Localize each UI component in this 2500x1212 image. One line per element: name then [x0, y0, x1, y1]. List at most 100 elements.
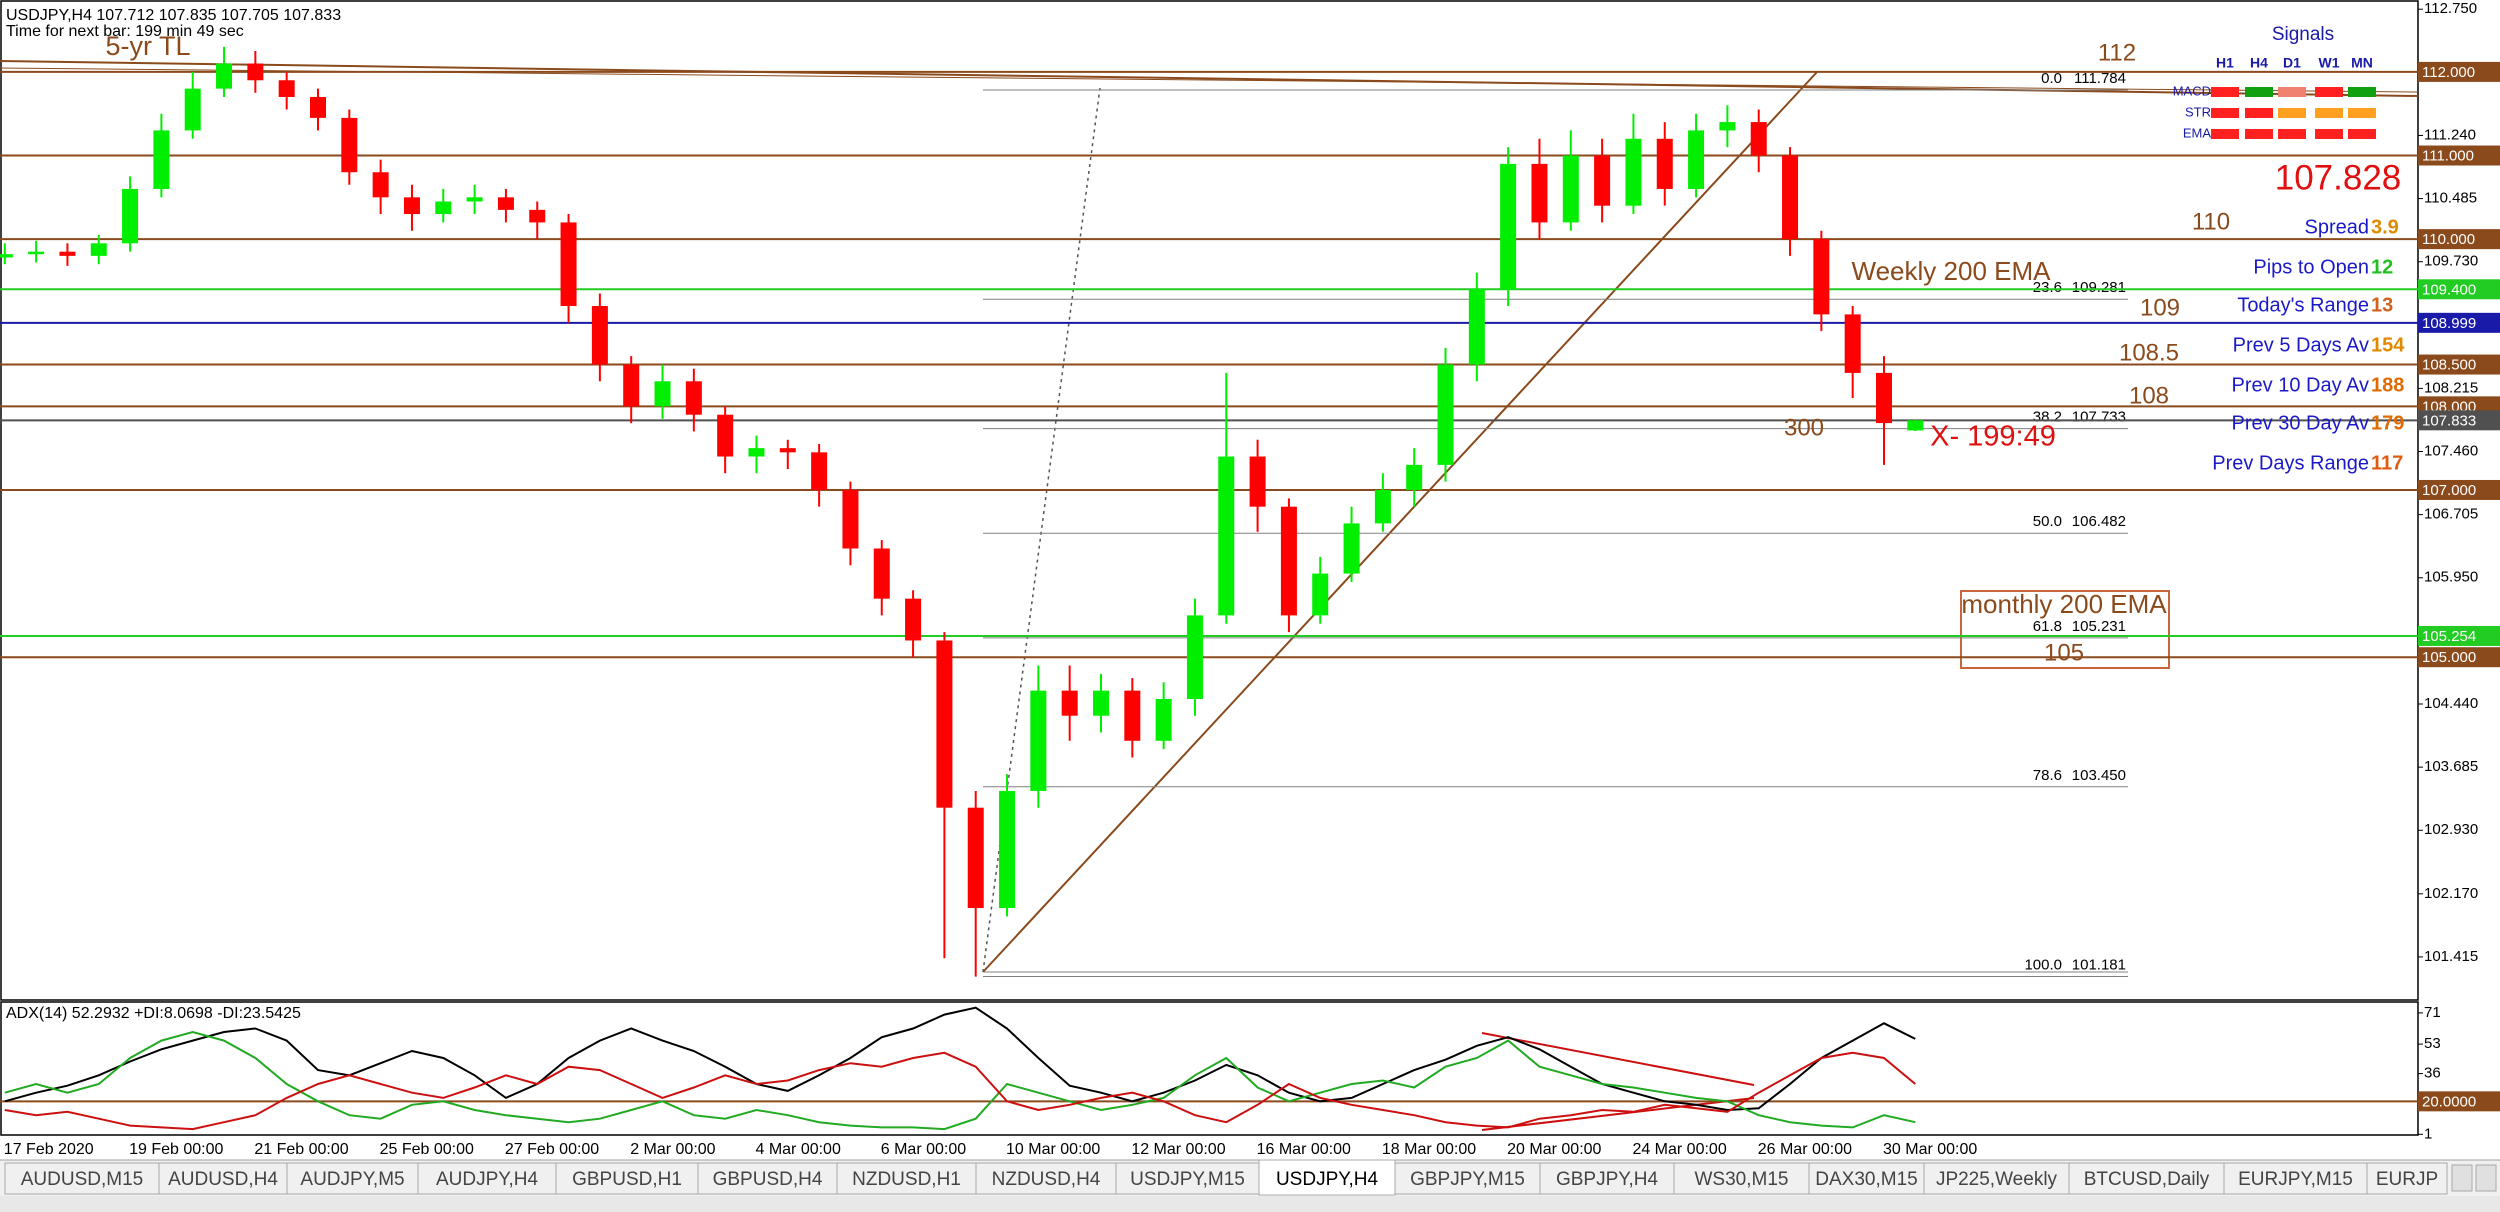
y-tick-label: 36	[2424, 1065, 2441, 1082]
fib-price: 105.231	[2072, 618, 2126, 635]
tab-label[interactable]: JP225,Weekly	[1936, 1169, 2058, 1190]
tab[interactable]	[1673, 1162, 1810, 1195]
tab[interactable]	[158, 1162, 288, 1195]
tab-label[interactable]: AUDUSD,H4	[168, 1169, 278, 1190]
price-level-box	[2418, 479, 2500, 500]
x-tick-label: 24 Mar 00:00	[1632, 1141, 1726, 1158]
tab-label[interactable]: AUDJPY,H4	[436, 1169, 539, 1190]
tab-label[interactable]: GBPJPY,H4	[1556, 1169, 1659, 1190]
candle-body	[122, 188, 139, 244]
chart-annotation: monthly 200 EMA	[1961, 589, 2167, 619]
signal-cell	[2315, 87, 2343, 97]
tab-label[interactable]: USDJPY,M15	[1130, 1169, 1245, 1190]
tab[interactable]	[1808, 1162, 1925, 1195]
y-tick-label: 71	[2424, 1004, 2441, 1021]
tab[interactable]	[555, 1162, 699, 1195]
signal-cell	[2315, 108, 2343, 118]
y-tick-label: 102.170	[2424, 885, 2478, 902]
tab[interactable]	[1394, 1162, 1541, 1195]
candle-body	[1124, 690, 1141, 741]
x-tick-label: 4 Mar 00:00	[755, 1141, 840, 1158]
price-level-box	[2418, 61, 2500, 82]
price-level-box	[2418, 1091, 2500, 1112]
signal-cell	[2348, 87, 2376, 97]
price-level-label: 108.999	[2422, 315, 2476, 332]
indicator-line	[4, 1051, 1916, 1131]
price-level-box	[2418, 647, 2500, 668]
tab[interactable]	[2366, 1162, 2448, 1195]
fib-price: 111.784	[2074, 70, 2126, 87]
x-tick-label: 27 Feb 00:00	[505, 1141, 599, 1158]
fib-level: 100.0	[2024, 956, 2062, 973]
tab-scroll[interactable]	[2475, 1164, 2497, 1192]
chart-annotation: 300	[1784, 414, 1824, 441]
signal-cell	[2211, 108, 2239, 118]
tab-label[interactable]: WS30,M15	[1695, 1169, 1789, 1190]
candle-body	[1876, 372, 1892, 424]
y-tick-label: 103.685	[2424, 758, 2478, 775]
x-tick-label: 21 Feb 00:00	[254, 1141, 348, 1158]
signals-column: H4	[2250, 55, 2268, 71]
price-level-label: 109.400	[2422, 281, 2476, 298]
tab-label[interactable]: GBPUSD,H4	[713, 1169, 823, 1190]
tab[interactable]	[975, 1162, 1117, 1195]
tab[interactable]	[836, 1162, 977, 1195]
signal-cell	[2315, 129, 2343, 139]
tab-scroll[interactable]	[2451, 1164, 2473, 1192]
price-level-label: 20.0000	[2422, 1093, 2476, 1110]
candle-body	[717, 414, 734, 457]
tab[interactable]	[286, 1162, 419, 1195]
divergence-line	[1481, 1097, 1755, 1131]
x-tick-label: 10 Mar 00:00	[1006, 1141, 1100, 1158]
tab[interactable]	[1539, 1162, 1675, 1195]
tab[interactable]	[1258, 1159, 1396, 1196]
x-tick-label: 19 Feb 00:00	[129, 1141, 223, 1158]
candle-body	[1374, 489, 1391, 524]
signal-cell	[2245, 87, 2273, 97]
tab-label[interactable]: AUDUSD,M15	[21, 1169, 143, 1190]
tab-label[interactable]: AUDJPY,M5	[300, 1169, 404, 1190]
signals-column: MN	[2351, 55, 2373, 71]
y-tick-label: 107.460	[2424, 442, 2478, 459]
adx-title: ADX(14) 52.2932 +DI:8.0698 -DI:23.5425	[6, 1005, 301, 1022]
tab-label[interactable]: GBPJPY,M15	[1410, 1169, 1525, 1190]
candle-body	[403, 197, 420, 215]
tab-label[interactable]: USDJPY,H4	[1276, 1169, 1379, 1190]
x-tick-label: 17 Feb 2020	[4, 1141, 94, 1158]
tab-label[interactable]: EURJPY,M15	[2238, 1169, 2353, 1190]
tab-label[interactable]: EURJP	[2376, 1169, 2438, 1190]
tab[interactable]	[2068, 1162, 2225, 1195]
tab[interactable]	[2223, 1162, 2368, 1195]
fib-price: 103.450	[2072, 767, 2126, 784]
candle-body	[310, 96, 326, 118]
price-level-box	[2418, 410, 2500, 431]
tab[interactable]	[697, 1162, 838, 1195]
tab-label[interactable]: DAX30,M15	[1815, 1169, 1917, 1190]
price-level-box	[2418, 145, 2500, 166]
candle-body	[435, 201, 452, 215]
tab[interactable]	[417, 1162, 557, 1195]
x-tick-label: 16 Mar 00:00	[1257, 1141, 1351, 1158]
candle-body	[1719, 122, 1736, 131]
tab-label[interactable]: NZDUSD,H1	[852, 1169, 961, 1190]
stat-value: 12	[2371, 256, 2393, 278]
candle-body	[811, 452, 828, 490]
x-tick-label: 30 Mar 00:00	[1883, 1141, 1977, 1158]
fib-price: 101.181	[2072, 956, 2126, 973]
candle-body	[685, 381, 702, 415]
tab-label[interactable]: BTCUSD,Daily	[2084, 1169, 2210, 1190]
candle-body	[90, 243, 107, 256]
chart-annotation: 5-yr TL	[105, 31, 190, 61]
fib-level: 0.0	[2041, 70, 2062, 87]
chart-annotation: X- 199:49	[1930, 421, 2056, 453]
candle-body	[1531, 163, 1548, 223]
y-tick-label: 106.705	[2424, 506, 2478, 523]
stat-value: 13	[2371, 294, 2393, 316]
candle-body	[654, 381, 671, 407]
tab-label[interactable]: NZDUSD,H4	[992, 1169, 1101, 1190]
candle-body	[779, 448, 796, 453]
candle-body	[341, 117, 358, 173]
tab-label[interactable]: GBPUSD,H1	[572, 1169, 682, 1190]
